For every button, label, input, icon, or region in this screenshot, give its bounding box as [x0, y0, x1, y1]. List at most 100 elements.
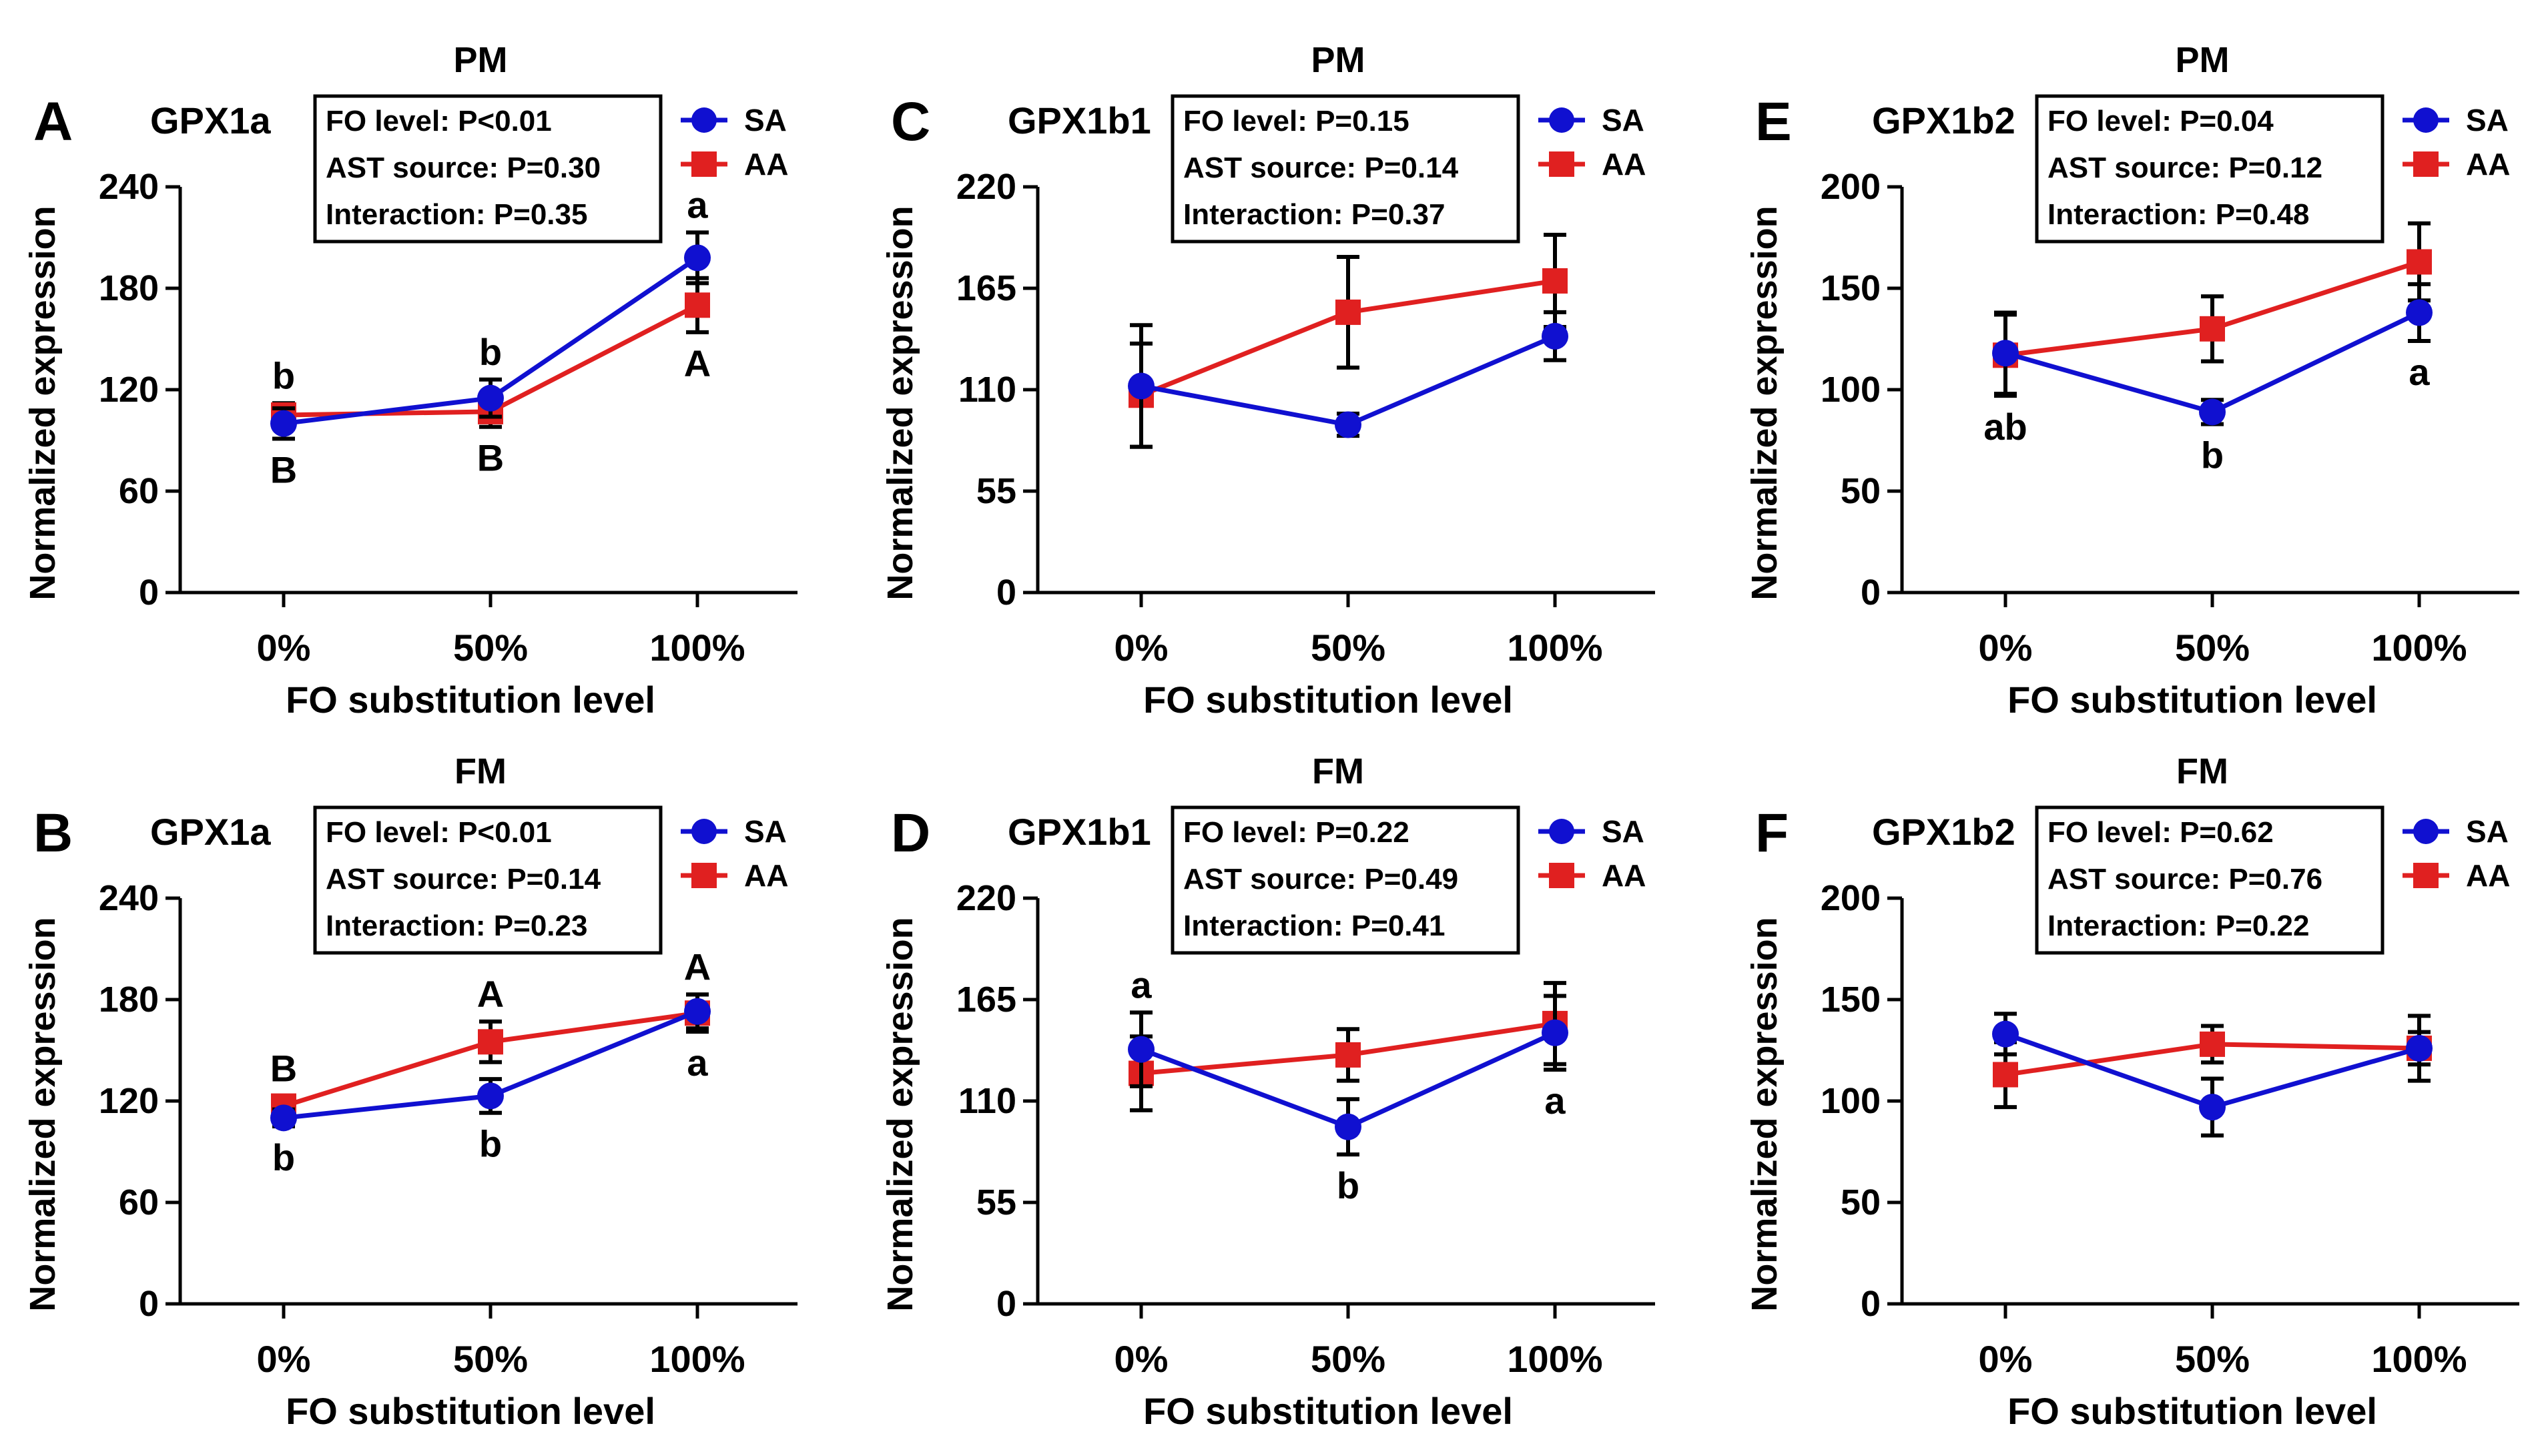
y-tick-label: 0: [139, 1284, 159, 1324]
data-point: [1993, 1062, 2018, 1088]
data-point: [2406, 1034, 2433, 1062]
x-tick-label: 50%: [453, 1338, 528, 1380]
y-axis-label: Normalized expression: [880, 206, 920, 600]
legend-label-sa: SA: [744, 814, 787, 849]
data-point: [1335, 411, 1361, 438]
y-tick-label: 120: [99, 370, 159, 410]
x-axis-label: FO substitution level: [286, 679, 655, 721]
x-tick-label: 50%: [1311, 1338, 1385, 1380]
data-point: [1992, 340, 2019, 367]
y-tick-label: 180: [99, 268, 159, 308]
y-tick-label: 150: [1821, 268, 1881, 308]
x-tick-label: 0%: [1115, 1338, 1169, 1380]
gene-label: GPX1b2: [1872, 99, 2015, 141]
x-tick-label: 100%: [649, 627, 745, 669]
x-axis-label: FO substitution level: [1143, 1390, 1513, 1432]
legend-marker-sa: [2413, 107, 2439, 133]
series-sa: [270, 992, 711, 1132]
x-tick-label: 0%: [257, 627, 311, 669]
legend-marker-sa: [1549, 107, 1574, 133]
legend-label-aa: AA: [1602, 858, 1646, 893]
x-tick-label: 100%: [2371, 627, 2467, 669]
series-sa: [1992, 1012, 2433, 1138]
y-tick-label: 50: [1841, 471, 1881, 511]
legend-label-aa: AA: [744, 147, 788, 181]
x-tick-label: 0%: [257, 1338, 311, 1380]
legend-marker-aa: [691, 863, 717, 888]
y-tick-label: 0: [139, 573, 159, 613]
data-point: [2199, 398, 2226, 426]
panel-letter: B: [33, 803, 73, 863]
data-point: [270, 410, 297, 437]
stats-line: AST source: P=0.76: [2047, 863, 2322, 895]
stats-box: [1171, 805, 1520, 955]
stats-box: [313, 805, 663, 955]
legend-marker-sa: [1549, 819, 1574, 844]
y-tick-label: 200: [1821, 878, 1881, 918]
panel-letter: A: [33, 91, 73, 152]
data-point: [2199, 1094, 2226, 1121]
stats-line: FO level: P=0.22: [1183, 816, 1409, 849]
significance-letter: a: [687, 1042, 708, 1084]
legend-marker-aa: [1549, 863, 1574, 888]
y-tick-label: 110: [958, 1081, 1016, 1121]
panel-b: FM B GPX1a FO level: P<0.01 AST source: P=0.…: [23, 751, 798, 1432]
data-point: [2407, 249, 2432, 275]
data-point: [478, 1029, 503, 1055]
stats-line: Interaction: P=0.41: [1183, 909, 1445, 942]
stats-line: FO level: P<0.01: [326, 105, 552, 137]
legend-marker-aa: [691, 151, 717, 177]
x-tick-label: 100%: [2371, 1338, 2467, 1380]
legend-label-aa: AA: [2466, 147, 2510, 181]
panel-letter: C: [891, 91, 930, 152]
panel-f: FM F GPX1b2 FO level: P=0.62 AST source: P=0…: [1744, 751, 2519, 1432]
x-tick-label: 0%: [1115, 627, 1169, 669]
stats-line: FO level: P=0.15: [1183, 105, 1409, 137]
data-point: [1542, 1019, 1568, 1046]
x-tick-label: 100%: [1507, 1338, 1602, 1380]
y-axis-label: Normalized expression: [1744, 206, 1785, 600]
x-axis-label: FO substitution level: [1143, 679, 1513, 721]
series-sa: [1128, 994, 1568, 1157]
y-tick-label: 165: [956, 980, 1016, 1020]
y-tick-label: 180: [99, 980, 159, 1020]
data-point: [2200, 316, 2225, 342]
y-tick-label: 240: [99, 167, 159, 207]
legend-label-sa: SA: [2466, 103, 2509, 137]
series-sa: [1128, 310, 1568, 449]
significance-letter: B: [477, 437, 504, 479]
panel-title: FM: [1312, 751, 1364, 791]
stats-box: [2035, 805, 2384, 955]
y-tick-label: 150: [1821, 980, 1881, 1020]
gene-label: GPX1a: [150, 99, 271, 141]
x-tick-label: 50%: [2175, 627, 2250, 669]
panel-d: FM D GPX1b1 FO level: P=0.22 AST source: P=0…: [880, 751, 1655, 1432]
stats-box: [1171, 94, 1520, 244]
x-tick-label: 0%: [1979, 627, 2033, 669]
significance-letter: B: [270, 1047, 297, 1089]
data-point: [1335, 1042, 1361, 1068]
legend-marker-sa: [691, 107, 717, 133]
panel-letter: D: [891, 803, 930, 863]
significance-letter: ab: [1983, 406, 2027, 448]
significance-letter: A: [477, 973, 504, 1015]
legend-label-sa: SA: [744, 103, 787, 137]
legend-label-sa: SA: [1602, 814, 1644, 849]
y-tick-label: 55: [976, 471, 1016, 511]
x-tick-label: 0%: [1979, 1338, 2033, 1380]
y-axis-label: Normalized expression: [1744, 917, 1785, 1311]
stats-line: AST source: P=0.14: [1183, 151, 1459, 184]
stats-line: Interaction: P=0.35: [326, 198, 587, 231]
series-sa: [1992, 282, 2433, 426]
legend-label-aa: AA: [744, 858, 788, 893]
legend-label-aa: AA: [2466, 858, 2510, 893]
stats-line: AST source: P=0.30: [326, 151, 601, 184]
stats-box: [313, 94, 663, 244]
y-tick-label: 0: [996, 573, 1016, 613]
legend-label-sa: SA: [1602, 103, 1644, 137]
x-axis-label: FO substitution level: [286, 1390, 655, 1432]
stats-box: [2035, 94, 2384, 244]
significance-letter: B: [270, 448, 297, 490]
x-tick-label: 50%: [2175, 1338, 2250, 1380]
legend-label-sa: SA: [2466, 814, 2509, 849]
